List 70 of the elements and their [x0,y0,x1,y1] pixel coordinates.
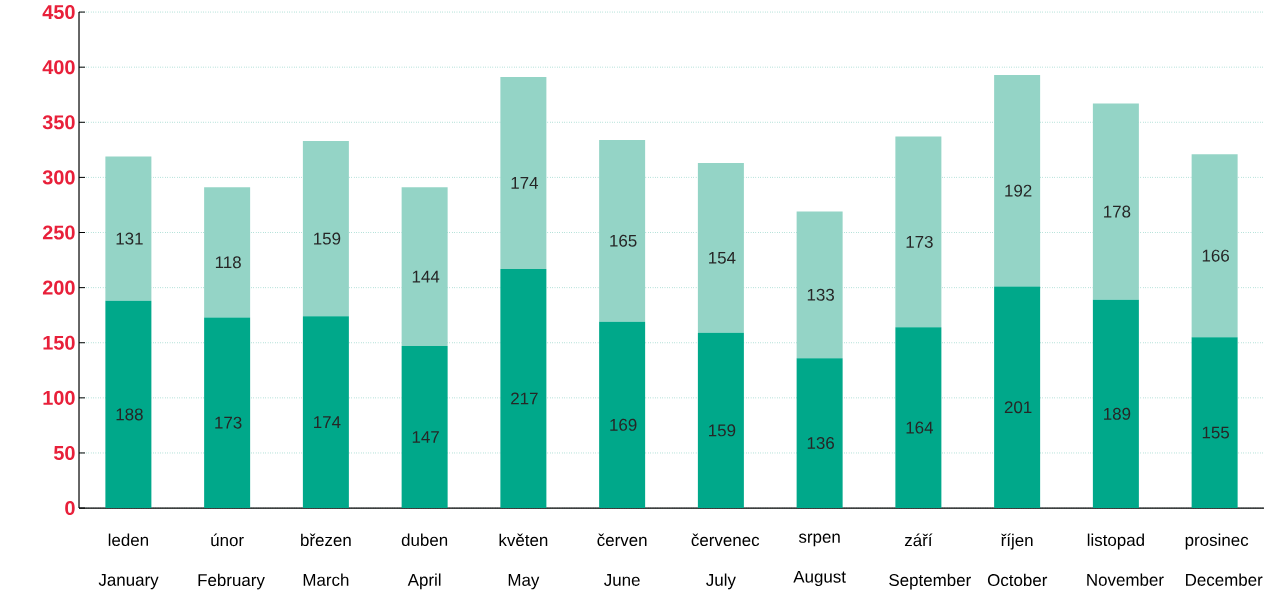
category-label: duben April [401,533,448,590]
y-tick-label: 450 [42,5,75,20]
data-label: 164 [906,421,934,434]
category-label: září September [889,533,971,590]
bar [500,268,547,509]
data-label: 136 [807,437,834,450]
bar [895,136,942,328]
data-label: 192 [1005,184,1032,197]
data-label: 166 [1202,249,1229,262]
bar [204,317,251,509]
data-label: 217 [511,392,538,405]
data-label: 173 [215,416,242,429]
category-label: únor February [198,533,265,590]
category-label: srpen August [793,533,846,587]
data-label: 159 [314,232,341,245]
data-label: 165 [610,234,637,247]
y-tick-label: 200 [42,280,75,295]
data-label: 131 [116,232,143,245]
data-label: 178 [1104,205,1131,218]
bar [994,286,1041,509]
data-label: 147 [412,431,439,443]
bar [1191,154,1238,338]
data-label: 159 [709,424,736,437]
y-tick-label: 250 [42,225,75,240]
bar [302,316,349,509]
data-label: 174 [314,416,341,428]
data-label: 155 [1202,426,1230,439]
bar [895,327,942,509]
y-tick-label: 100 [43,390,75,405]
data-label: 201 [1004,401,1032,414]
bar [1092,103,1139,300]
bar [697,163,744,333]
bar [500,77,547,269]
data-label: 169 [610,418,637,431]
data-label: 133 [807,288,834,301]
data-label: 154 [709,251,736,264]
bar [401,346,448,509]
bar [105,300,152,509]
y-tick-label: 400 [42,60,75,75]
data-label: 144 [412,270,440,283]
bar [697,332,744,509]
category-label: prosinec December [1185,533,1263,586]
bar [599,139,646,322]
bar [105,156,152,301]
bar [401,187,448,347]
category-label: listopad November [1087,533,1164,586]
bar [1092,299,1139,509]
y-tick-label: 50 [53,445,75,461]
category-label: červen June [597,533,647,586]
y-tick-label: 300 [42,170,75,185]
bar [599,321,646,509]
bar [302,141,349,317]
category-label: červenec July [691,533,760,590]
category-label: leden January [98,533,159,590]
data-label: 174 [511,177,539,189]
data-label: 173 [906,235,933,248]
data-label: 118 [215,256,241,269]
data-label: 189 [1104,407,1131,420]
category-label: březen March [301,533,351,586]
bar [796,211,843,359]
category-label: říjen October [987,533,1048,587]
bar [796,358,843,509]
category-label: květen May [499,533,548,590]
bar [994,74,1041,287]
bar [204,187,251,318]
data-label: 188 [116,408,143,421]
y-tick-label: 0 [65,501,75,516]
bar [1191,337,1238,509]
y-tick-label: 150 [43,335,75,350]
y-tick-label: 350 [42,115,75,130]
